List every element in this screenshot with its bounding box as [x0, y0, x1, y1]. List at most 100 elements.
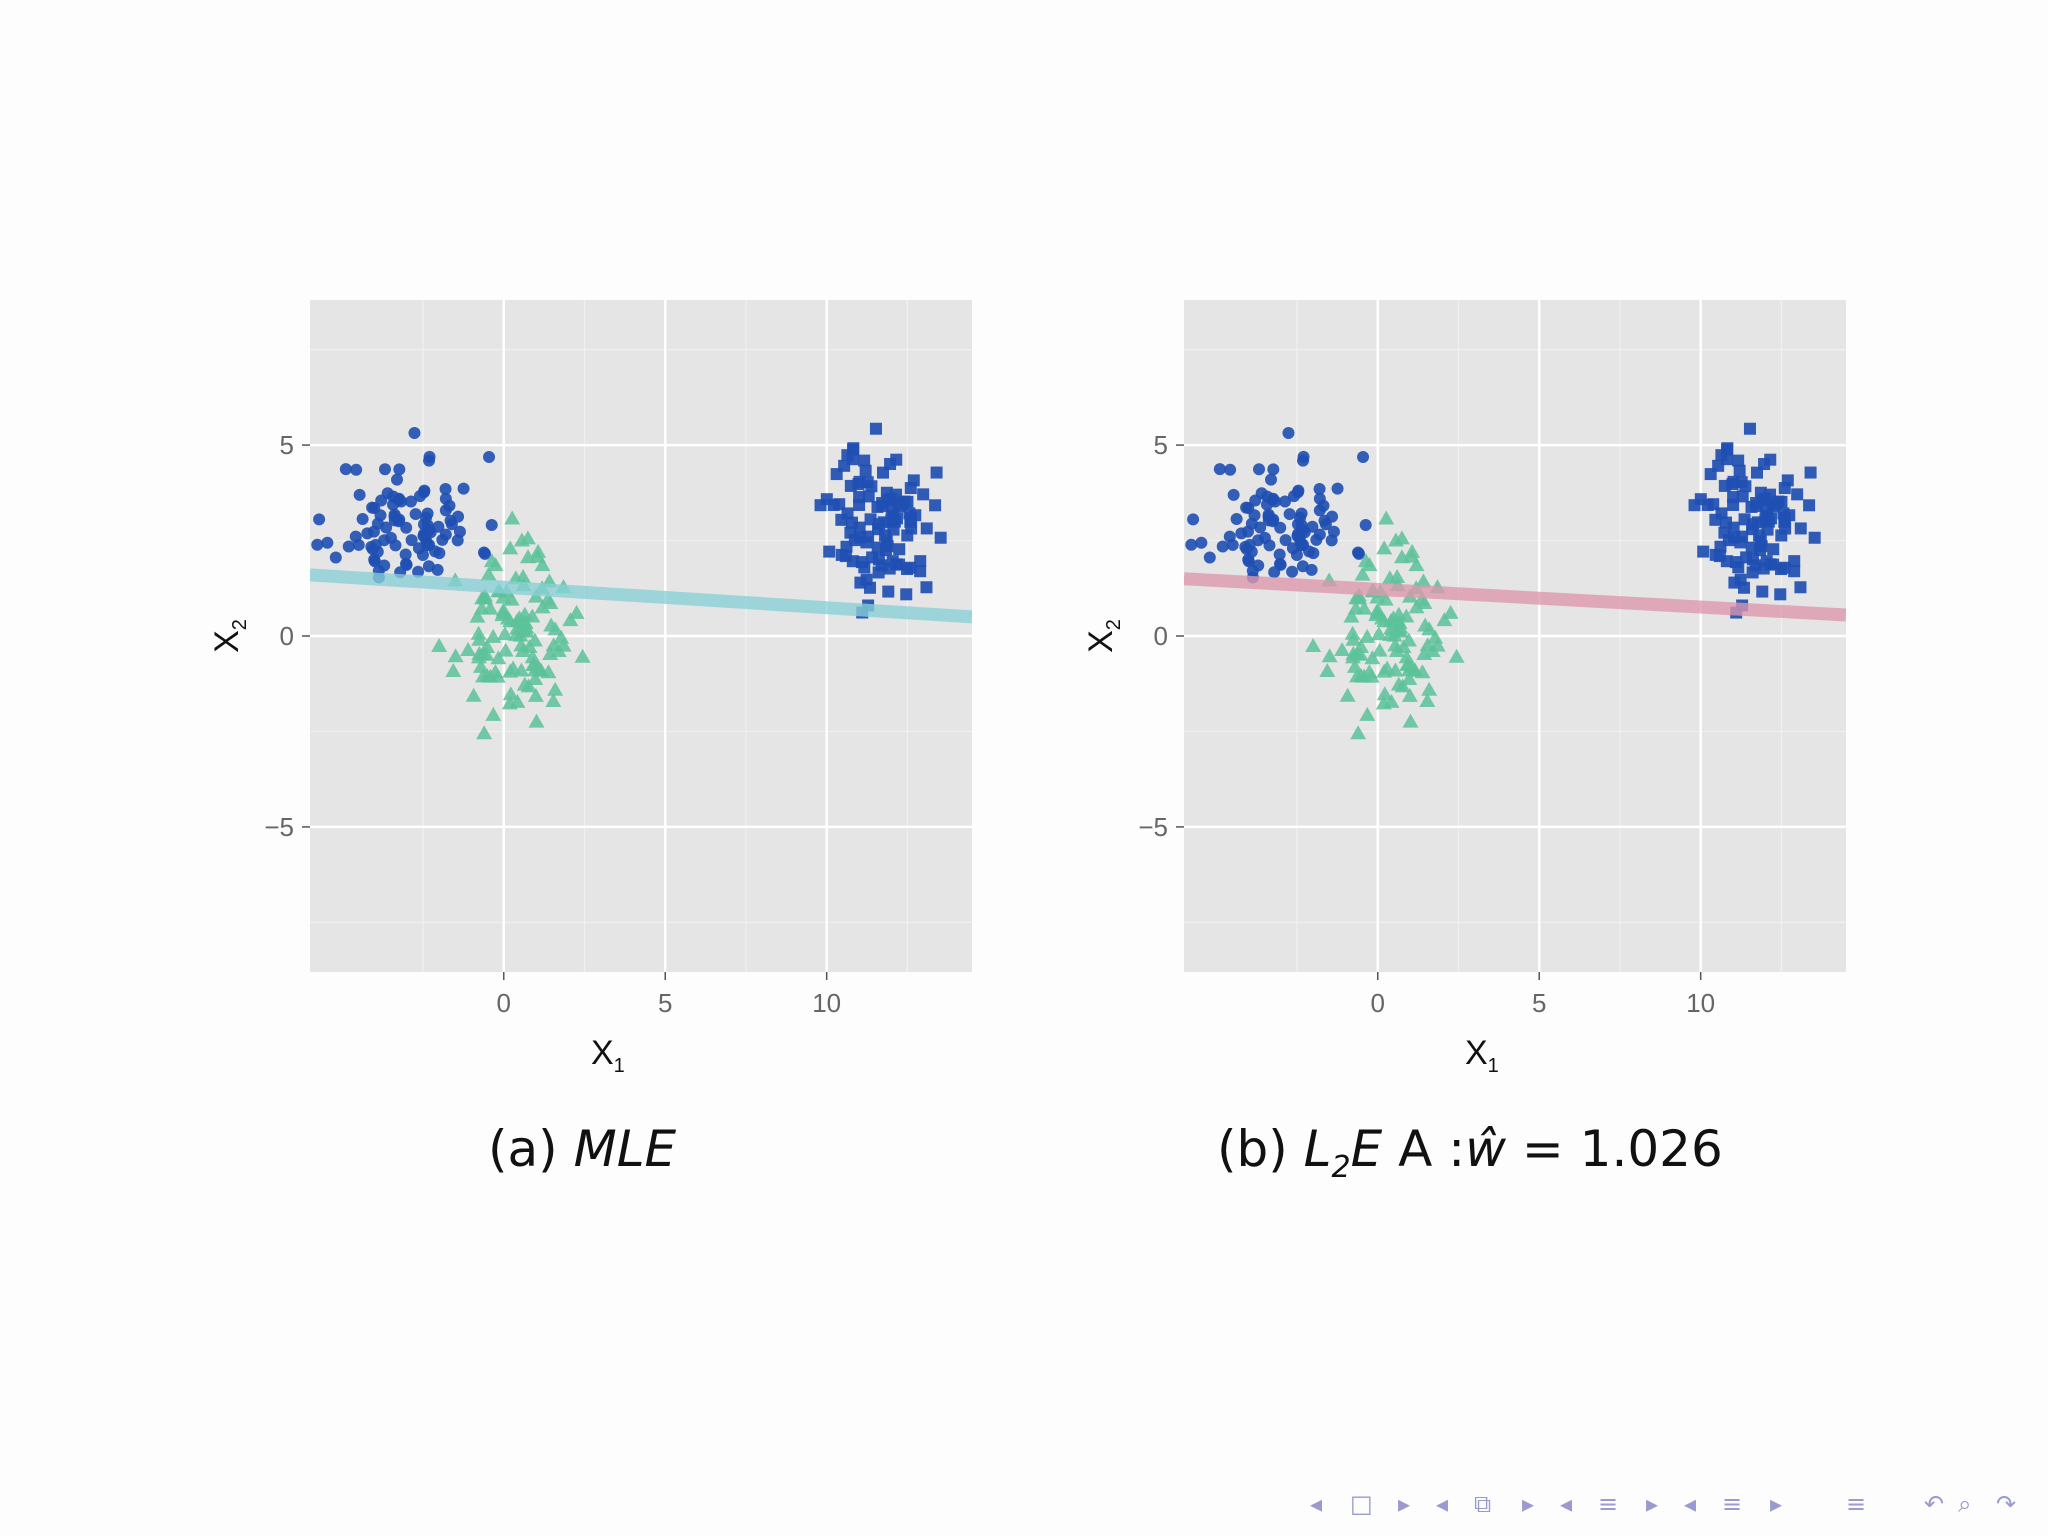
point-square [1774, 588, 1787, 601]
point-triangle [1419, 693, 1436, 708]
nav-icon[interactable]: □ [1350, 1490, 1373, 1518]
y-tick-label: 5 [1154, 430, 1168, 460]
point-circle [412, 565, 425, 578]
point-circle [1249, 494, 1262, 507]
point-triangle [1344, 625, 1361, 640]
point-square [1779, 522, 1792, 535]
beamer-navigation: ◂ □ ▸ ◂ ⧉ ▸ ◂ ≡ ▸ ◂ ≡ ▸ ≡ ↶ ⌕ ↷ [1310, 1490, 2040, 1520]
point-triangle [1305, 638, 1322, 653]
point-triangle [485, 628, 502, 643]
point-square [1736, 530, 1749, 543]
point-circle [1253, 463, 1266, 476]
point-circle [1268, 566, 1281, 579]
point-circle [409, 508, 422, 521]
point-circle [1213, 463, 1226, 476]
point-square [1767, 543, 1780, 556]
point-triangle [1408, 599, 1425, 614]
point-square [903, 507, 916, 520]
nav-icon[interactable]: ⌕ [1958, 1490, 1972, 1518]
point-circle [1279, 495, 1292, 508]
nav-icon[interactable]: ≡ [1598, 1490, 1619, 1518]
caption-prefix: (b) [1217, 1120, 1288, 1178]
point-square [882, 494, 895, 507]
point-circle [422, 560, 435, 573]
point-triangle [1427, 629, 1444, 644]
point-square [1715, 507, 1728, 520]
point-circle [1359, 518, 1372, 531]
point-circle [400, 557, 413, 570]
nav-icon[interactable]: ◂ [1310, 1490, 1323, 1518]
point-circle [350, 463, 363, 476]
nav-icon[interactable]: ◂ [1560, 1490, 1573, 1518]
point-circle [408, 427, 421, 440]
point-square [1688, 499, 1701, 512]
nav-icon[interactable]: ▸ [1770, 1490, 1783, 1518]
point-square [1728, 576, 1741, 589]
point-circle [1296, 560, 1309, 573]
point-square [1808, 531, 1821, 544]
point-square [814, 499, 827, 512]
point-triangle [1368, 607, 1385, 622]
point-square [1720, 555, 1733, 568]
point-square [887, 509, 900, 522]
point-triangle [1387, 662, 1404, 677]
point-circle [1224, 463, 1237, 476]
nav-icon[interactable]: ▸ [1398, 1490, 1411, 1518]
point-square [1697, 545, 1710, 558]
point-triangle [516, 615, 533, 630]
point-circle [1279, 534, 1292, 547]
nav-icon[interactable]: ◂ [1436, 1490, 1449, 1518]
nav-icon[interactable]: ▸ [1646, 1490, 1659, 1518]
point-triangle [1387, 637, 1404, 652]
point-triangle [469, 608, 486, 623]
point-circle [1252, 534, 1265, 547]
nav-icon[interactable]: ↶ [1924, 1490, 1945, 1518]
point-circle [393, 463, 406, 476]
point-circle [1223, 530, 1236, 543]
point-circle [1245, 545, 1258, 558]
nav-icon[interactable]: ◂ [1684, 1490, 1697, 1518]
point-square [1732, 561, 1745, 574]
point-triangle [1448, 648, 1465, 663]
point-triangle [1319, 663, 1336, 678]
nav-icon[interactable]: ⧉ [1474, 1490, 1492, 1518]
point-square [858, 561, 871, 574]
y-tick-label: −5 [264, 812, 294, 842]
chart-panel-mle: 0 5 10 −5 0 5 X1 X2 [208, 300, 972, 1077]
point-triangle [1419, 637, 1436, 652]
point-circle [1265, 473, 1278, 486]
point-circle [423, 450, 436, 463]
point-square [1733, 464, 1746, 477]
point-square [904, 561, 917, 574]
nav-icon[interactable]: ≡ [1722, 1490, 1743, 1518]
point-circle [457, 482, 470, 495]
point-square [882, 585, 895, 598]
point-circle [1331, 482, 1344, 495]
point-triangle [445, 663, 462, 678]
point-circle [417, 486, 430, 499]
point-circle [1187, 513, 1200, 526]
point-triangle [1350, 725, 1367, 740]
point-square [864, 581, 877, 594]
point-triangle [1346, 658, 1363, 673]
point-triangle [1442, 604, 1459, 619]
nav-icon[interactable]: ↷ [1996, 1490, 2017, 1518]
point-square [914, 565, 927, 578]
point-circle [452, 510, 465, 523]
point-square [830, 468, 843, 481]
point-square [1788, 555, 1801, 568]
point-triangle [480, 566, 497, 581]
x-tick-label: 0 [497, 988, 511, 1018]
point-square [917, 488, 930, 501]
point-triangle [1359, 706, 1376, 721]
point-triangle [547, 681, 564, 696]
nav-icon[interactable]: ▸ [1522, 1490, 1535, 1518]
point-circle [378, 534, 391, 547]
point-triangle [460, 642, 477, 657]
x-tick-label: 5 [1532, 988, 1546, 1018]
point-circle [1203, 551, 1216, 564]
nav-icon[interactable]: ≡ [1846, 1490, 1867, 1518]
point-triangle [476, 725, 493, 740]
point-circle [379, 463, 392, 476]
point-triangle [1421, 681, 1438, 696]
